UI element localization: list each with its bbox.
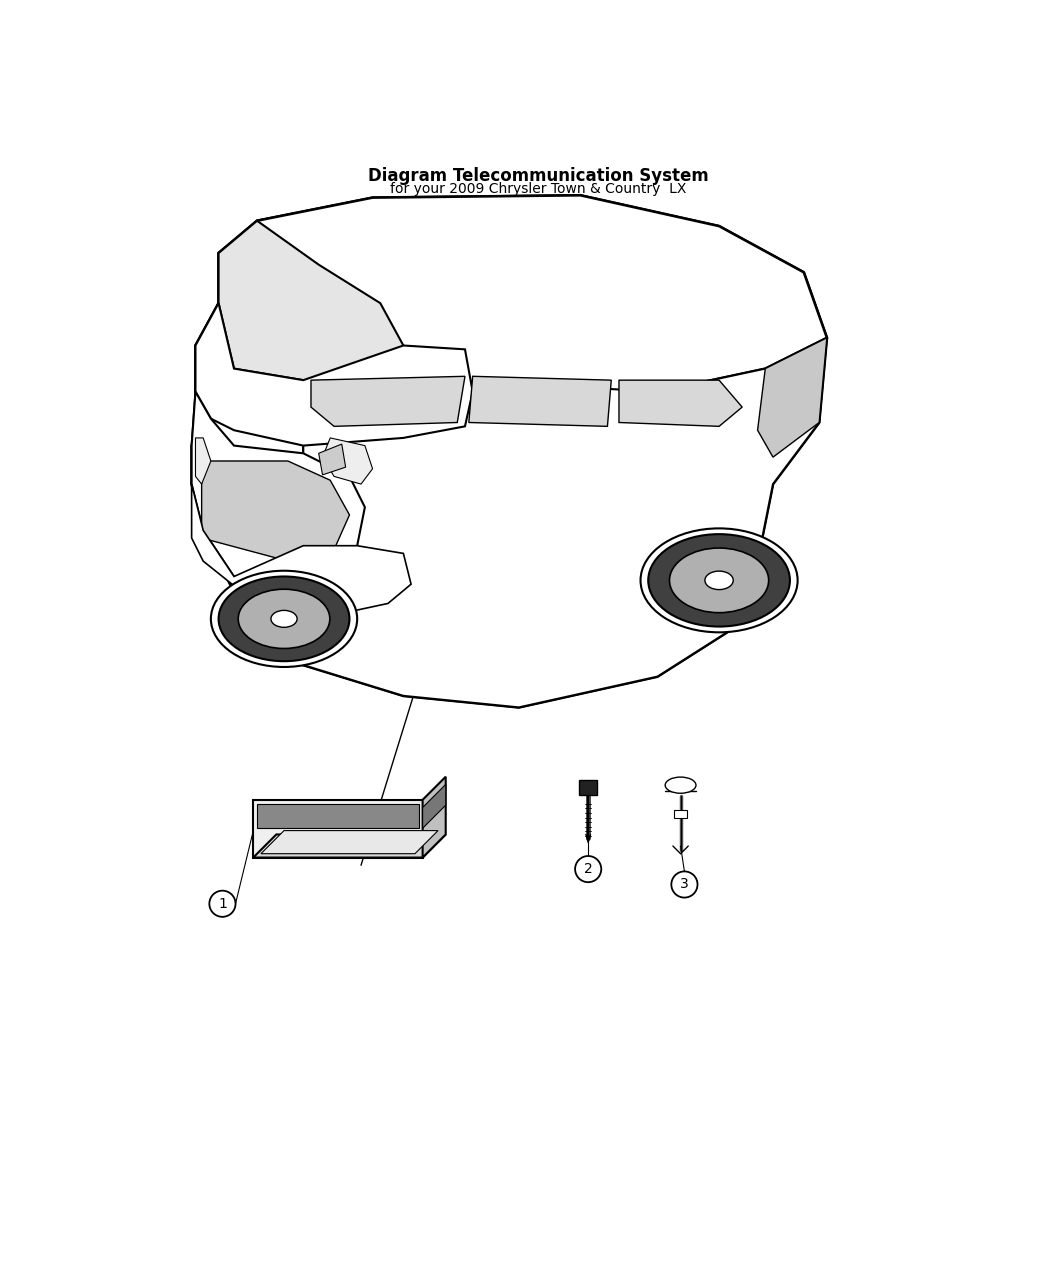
Polygon shape	[253, 799, 422, 858]
FancyBboxPatch shape	[674, 810, 687, 817]
Ellipse shape	[271, 611, 297, 627]
Text: Diagram Telecommunication System: Diagram Telecommunication System	[368, 167, 709, 185]
Polygon shape	[218, 195, 827, 391]
Polygon shape	[322, 437, 373, 484]
Polygon shape	[195, 437, 211, 484]
Text: 3: 3	[680, 877, 689, 891]
Polygon shape	[422, 776, 446, 858]
Ellipse shape	[648, 534, 790, 626]
Text: 1: 1	[218, 896, 227, 910]
Polygon shape	[468, 376, 611, 426]
Polygon shape	[191, 303, 303, 666]
Polygon shape	[620, 380, 742, 426]
Ellipse shape	[705, 571, 733, 589]
Ellipse shape	[670, 548, 769, 613]
Polygon shape	[253, 834, 446, 858]
Polygon shape	[257, 803, 419, 829]
Polygon shape	[191, 391, 365, 595]
Polygon shape	[311, 376, 465, 426]
Circle shape	[671, 871, 697, 898]
Ellipse shape	[640, 528, 798, 632]
Text: 2: 2	[584, 862, 592, 876]
Polygon shape	[191, 484, 412, 615]
Polygon shape	[191, 195, 827, 708]
Ellipse shape	[218, 576, 350, 662]
Polygon shape	[202, 462, 350, 561]
Polygon shape	[422, 784, 446, 829]
Polygon shape	[195, 303, 472, 445]
Ellipse shape	[238, 589, 330, 649]
Polygon shape	[319, 444, 345, 474]
Ellipse shape	[211, 571, 357, 667]
Polygon shape	[218, 221, 403, 380]
Polygon shape	[758, 338, 827, 458]
Polygon shape	[260, 830, 438, 854]
Text: for your 2009 Chrysler Town & Country  LX: for your 2009 Chrysler Town & Country LX	[390, 182, 687, 196]
FancyBboxPatch shape	[579, 780, 597, 796]
Circle shape	[209, 891, 235, 917]
Ellipse shape	[666, 776, 696, 793]
Circle shape	[575, 856, 602, 882]
Polygon shape	[303, 338, 827, 708]
